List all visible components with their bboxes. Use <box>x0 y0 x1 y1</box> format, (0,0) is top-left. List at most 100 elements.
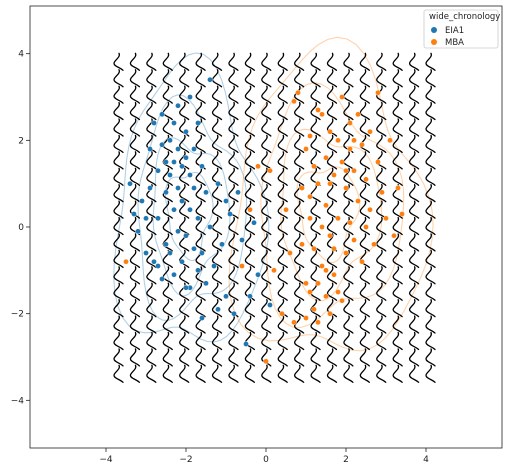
glyph-mark <box>293 282 305 301</box>
mba-point <box>307 193 313 200</box>
glyph-mark <box>293 348 305 367</box>
eia1-point <box>147 185 153 191</box>
glyph-mark <box>392 348 403 367</box>
glyph-mark <box>244 52 256 71</box>
eia1-point <box>175 146 181 152</box>
mba-point <box>271 267 277 274</box>
glyph-mark <box>113 118 124 137</box>
glyph-mark <box>113 151 124 170</box>
glyph-mark <box>408 85 420 104</box>
glyph-mark <box>179 101 190 121</box>
glyph-mark <box>129 85 141 104</box>
mba-point <box>263 358 269 365</box>
glyph-mark <box>392 101 403 121</box>
glyph-mark <box>376 85 387 104</box>
glyph-mark <box>162 200 173 219</box>
glyph-mark <box>244 298 256 318</box>
y-tick-label: −4 <box>11 396 25 406</box>
eia1-point <box>199 250 205 256</box>
glyph-mark <box>277 282 288 301</box>
eia1-point <box>183 154 189 161</box>
glyph-mark <box>244 233 256 252</box>
mba-point <box>323 267 329 274</box>
eia1-point <box>231 310 237 317</box>
glyph-mark <box>179 364 190 383</box>
x-tick-label: −2 <box>179 455 192 465</box>
glyph-mark <box>179 216 190 236</box>
glyph-mark <box>179 331 190 351</box>
glyph-mark <box>195 282 206 301</box>
glyph-mark <box>343 69 354 88</box>
glyph-mark <box>244 69 256 88</box>
glyph-mark <box>146 282 157 301</box>
glyph-mark <box>310 348 321 367</box>
glyph-mark <box>113 331 124 351</box>
glyph-mark <box>277 167 288 186</box>
glyph-mark <box>261 348 272 367</box>
mba-point <box>323 154 329 161</box>
glyph-mark <box>146 348 157 367</box>
eia1-point <box>159 276 165 282</box>
y-tick-label: −2 <box>11 310 24 320</box>
eia1-point <box>191 146 197 152</box>
glyph-mark <box>129 266 141 285</box>
glyph-mark <box>343 266 354 285</box>
glyph-mark <box>425 249 436 269</box>
mba-point <box>355 111 361 118</box>
glyph-mark <box>293 85 305 104</box>
glyph-mark <box>129 69 141 88</box>
glyph-mark <box>179 69 190 88</box>
glyph-mark <box>408 282 420 301</box>
mba-point <box>283 206 289 213</box>
glyph-mark <box>293 233 305 252</box>
glyph-mark <box>162 315 173 334</box>
glyph-mark <box>129 184 141 203</box>
glyph-mark <box>113 282 124 301</box>
mba-point <box>383 215 389 222</box>
glyph-mark <box>392 331 403 351</box>
glyph-mark <box>376 101 387 121</box>
glyph-mark <box>129 331 141 351</box>
glyph-mark <box>343 200 354 219</box>
glyph-mark <box>211 85 223 104</box>
glyph-mark <box>129 233 141 252</box>
eia1-contour <box>164 171 214 262</box>
eia1-point <box>167 137 173 144</box>
mba-point <box>315 107 321 113</box>
mba-point <box>279 310 285 317</box>
eia1-point <box>151 120 157 126</box>
glyph-mark <box>425 282 436 301</box>
glyph-mark <box>228 101 239 121</box>
mba-point <box>327 180 333 187</box>
glyph-mark <box>408 249 420 269</box>
eia1-point <box>215 180 221 187</box>
glyph-mark <box>277 101 288 121</box>
glyph-mark <box>113 52 124 71</box>
glyph-mark <box>228 364 239 383</box>
mba-point <box>311 245 317 252</box>
glyph-mark <box>146 364 157 383</box>
mba-point <box>315 280 321 287</box>
glyph-mark <box>146 52 157 71</box>
glyph-mark <box>277 134 288 154</box>
glyph-mark <box>277 85 288 104</box>
mba-point <box>315 319 321 326</box>
glyph-mark <box>211 315 223 334</box>
glyph-mark <box>228 85 239 104</box>
glyph-mark <box>195 298 206 318</box>
glyph-mark <box>261 233 272 252</box>
eia1-contour <box>152 137 231 297</box>
glyph-mark <box>359 216 370 236</box>
glyph-mark <box>179 85 190 104</box>
glyph-mark <box>244 266 256 285</box>
glyph-mark <box>146 85 157 104</box>
glyph-mark <box>244 151 256 170</box>
eia1-point <box>159 111 165 118</box>
eia1-point <box>139 198 145 204</box>
eia1-point <box>195 215 201 222</box>
glyph-mark <box>261 315 272 334</box>
glyph-mark <box>146 315 157 334</box>
glyph-mark <box>376 118 387 137</box>
glyph-mark <box>113 85 124 104</box>
glyph-mark <box>425 315 436 334</box>
